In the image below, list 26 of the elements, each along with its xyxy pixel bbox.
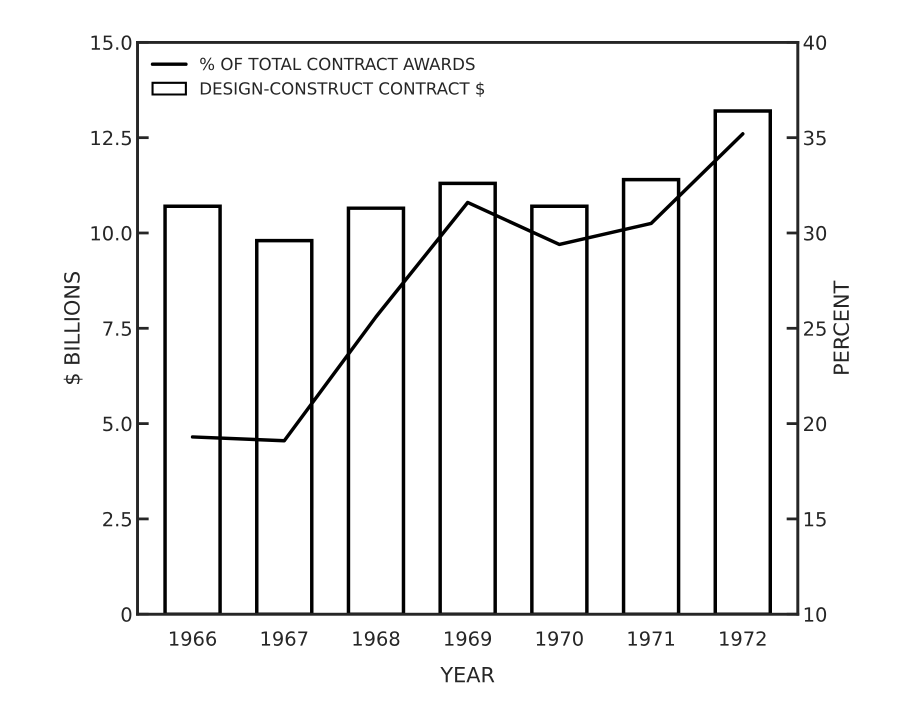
y-tick-label: 5.0: [103, 416, 132, 432]
legend-label: DESIGN-CONSTRUCT CONTRACT $: [200, 82, 484, 97]
y2-tick-label: 10: [804, 607, 826, 622]
y2-tick-label: 15: [804, 512, 826, 527]
y2-tick-label: 40: [804, 35, 826, 50]
y-tick-label: 0: [122, 607, 132, 622]
x-tick-label: 1966: [170, 631, 216, 646]
x-axis-title: YEAR: [440, 667, 494, 682]
y-axis-title: $ BILLIONS: [64, 272, 83, 384]
y-tick-label: 7.5: [103, 322, 131, 336]
x-tick-label: 1972: [720, 631, 766, 646]
x-tick-label: 1969: [445, 631, 492, 646]
legend-label: % OF TOTAL CONTRACT AWARDS: [200, 58, 475, 70]
x-tick-label: 1968: [353, 631, 400, 646]
y-tick-label: 15.0: [92, 35, 132, 50]
x-tick-label: 1971: [628, 631, 674, 646]
y-tick-label: 10.0: [92, 226, 132, 241]
y-tick-label: 12.5: [92, 130, 131, 146]
x-tick-label: 1970: [536, 631, 583, 646]
x-tick-label: 1967: [262, 631, 308, 646]
y2-tick-label: 20: [804, 416, 826, 432]
y2-tick-label: 30: [804, 226, 826, 241]
y2-tick-label: 25: [804, 321, 826, 336]
y2-tick-label: 35: [804, 130, 826, 146]
y2-axis-title: PERCENT: [833, 280, 850, 374]
y-tick-label: 2.5: [103, 512, 131, 527]
